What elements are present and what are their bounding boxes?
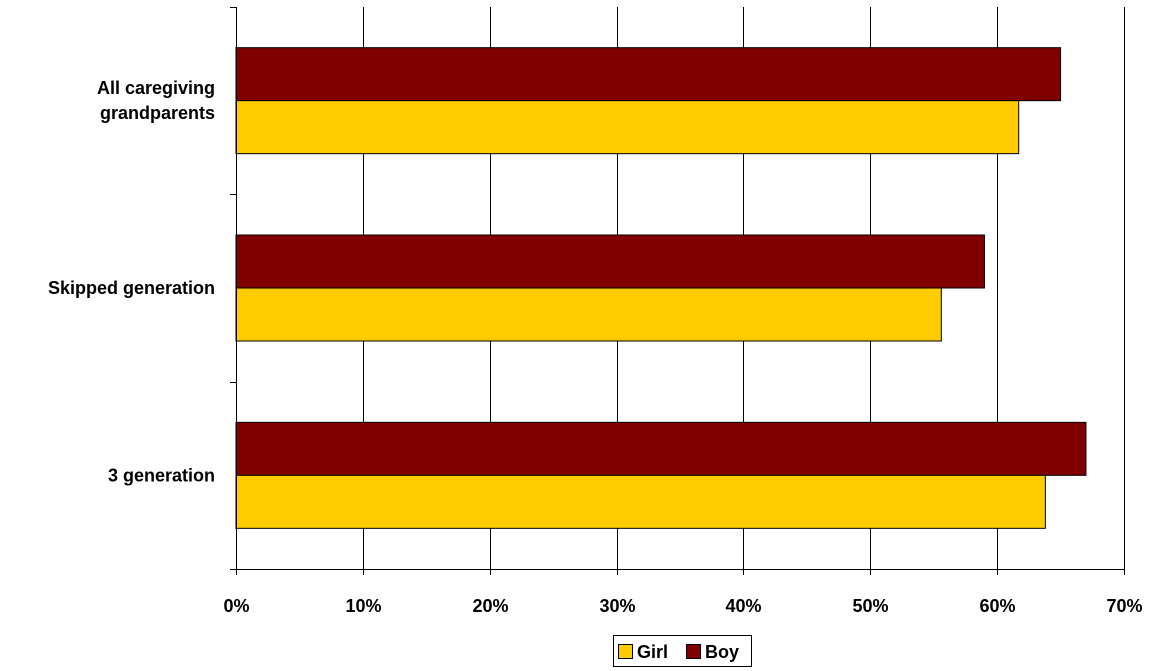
x-tick-label: 60% [979, 596, 1015, 616]
x-tick-label: 10% [345, 596, 381, 616]
legend-box [613, 635, 752, 667]
bar-girl [235, 100, 1020, 155]
category-label: grandparents [100, 103, 215, 123]
axes [230, 7, 1124, 570]
x-axis-ticks: 0% 10% 20% 30% 40% 50% 60% 70% [223, 569, 1143, 616]
legend: Girl Boy [613, 635, 752, 667]
category-label: Skipped generation [48, 278, 215, 298]
category-label: 3 generation [108, 465, 215, 485]
x-tick-label: 50% [852, 596, 888, 616]
bar-boy [235, 234, 985, 289]
bar-girl [235, 287, 942, 342]
bar-boy [235, 47, 1062, 102]
bar-boy [235, 421, 1087, 476]
x-tick-label: 70% [1106, 596, 1142, 616]
category-labels: All caregiving grandparents Skipped genera… [48, 78, 215, 485]
x-tick-label: 30% [599, 596, 635, 616]
category-label: All caregiving [97, 78, 215, 98]
legend-label-girl: Girl [637, 642, 668, 662]
bar-girl [235, 474, 1046, 529]
legend-swatch-boy [686, 644, 701, 659]
bars [235, 47, 1087, 529]
legend-label-boy: Boy [705, 642, 739, 662]
x-tick-label: 0% [223, 596, 249, 616]
x-tick-label: 40% [725, 596, 761, 616]
legend-swatch-girl [618, 644, 633, 659]
x-tick-label: 20% [472, 596, 508, 616]
